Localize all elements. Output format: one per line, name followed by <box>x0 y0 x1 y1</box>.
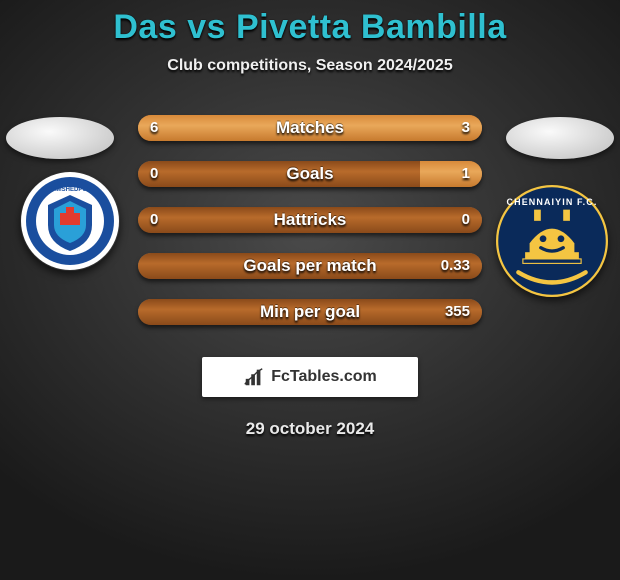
credit-badge: FcTables.com <box>202 357 418 397</box>
player-photo-left <box>6 117 114 159</box>
stat-value-right: 0.33 <box>441 253 470 279</box>
stat-bar: Hattricks0 0 <box>138 207 482 233</box>
club-crest-right: CHENNAIYIN F.C. <box>496 185 608 297</box>
club-crest-left: JAMSHEDPUR FC <box>20 171 120 271</box>
stat-value-right: 1 <box>462 161 470 187</box>
stat-bar: Goals per match0.33 <box>138 253 482 279</box>
stat-label: Goals <box>138 161 482 187</box>
svg-text:JAMSHEDPUR: JAMSHEDPUR <box>49 187 92 193</box>
player-photo-right <box>506 117 614 159</box>
bar-chart-icon <box>243 366 265 388</box>
stat-bar: Goals0 1 <box>138 161 482 187</box>
subtitle: Club competitions, Season 2024/2025 <box>0 57 620 75</box>
stat-label: Matches <box>138 115 482 141</box>
stat-label: Min per goal <box>138 299 482 325</box>
stat-value-right: 3 <box>462 115 470 141</box>
stat-value-right: 0 <box>462 207 470 233</box>
stat-label: Hattricks <box>138 207 482 233</box>
svg-text:CHENNAIYIN F.C.: CHENNAIYIN F.C. <box>507 197 598 207</box>
stats-stage: JAMSHEDPUR FC CHENNAIYIN F.C. <box>0 103 620 333</box>
credit-text: FcTables.com <box>271 368 377 386</box>
stat-value-left: 0 <box>150 207 158 233</box>
svg-text:FC: FC <box>65 256 76 265</box>
date-text: 29 october 2024 <box>0 419 620 439</box>
stat-value-left: 0 <box>150 161 158 187</box>
content-root: Das vs Pivetta Bambilla Club competition… <box>0 0 620 439</box>
comparison-title: Das vs Pivetta Bambilla <box>0 0 620 47</box>
stat-bars: Matches63Goals01Hattricks00Goals per mat… <box>138 115 482 325</box>
stat-label: Goals per match <box>138 253 482 279</box>
stat-bar: Min per goal355 <box>138 299 482 325</box>
stat-value-left: 6 <box>150 115 158 141</box>
stat-value-right: 355 <box>445 299 470 325</box>
stat-bar: Matches6 3 <box>138 115 482 141</box>
